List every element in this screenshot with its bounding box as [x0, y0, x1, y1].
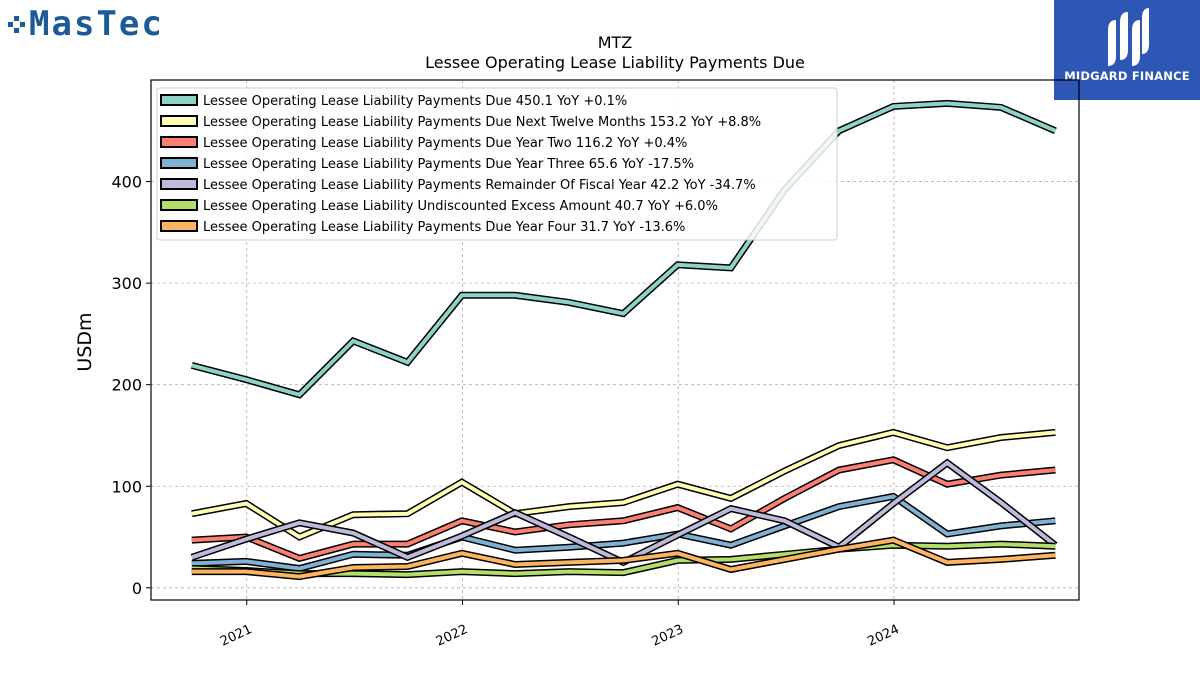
y-tick-label: 400: [111, 173, 142, 192]
series-stroke: [191, 457, 1056, 561]
chart-title: MTZ: [597, 33, 633, 52]
legend-label: Lessee Operating Lease Liability Payment…: [203, 178, 756, 193]
legend-label: Lessee Operating Lease Liability Payment…: [203, 220, 685, 235]
legend-swatch: [160, 136, 198, 148]
series-line-3: [191, 456, 1056, 563]
mastec-logo: MasTec: [8, 6, 164, 42]
series-layer: [190, 99, 1058, 581]
legend-swatch: [160, 94, 198, 106]
y-tick-label: 300: [111, 274, 142, 293]
legend-item: Lessee Operating Lease Liability Payment…: [160, 220, 685, 235]
legend: Lessee Operating Lease Liability Payment…: [156, 87, 838, 241]
chart-title-block: MTZ Lessee Operating Lease Liability Pay…: [0, 33, 1200, 73]
y-tick-label: 0: [132, 579, 142, 598]
legend-swatch: [160, 157, 198, 169]
midgard-m-icon: [1108, 8, 1149, 66]
y-tick-label: 200: [111, 376, 142, 395]
legend-item: Lessee Operating Lease Liability Payment…: [160, 94, 627, 109]
legend-label: Lessee Operating Lease Liability Payment…: [203, 115, 761, 130]
legend-label: Lessee Operating Lease Liability Payment…: [203, 157, 694, 172]
midgard-finance-logo: MIDGARD FINANCE: [1054, 0, 1200, 100]
x-tick-label: 2022: [434, 622, 470, 650]
chart-subtitle: Lessee Operating Lease Liability Payment…: [425, 53, 805, 72]
series-stroke: [191, 538, 1056, 579]
legend-swatch: [160, 220, 198, 232]
legend-swatch: [160, 115, 198, 127]
x-tick-label: 2024: [865, 622, 901, 650]
x-tick-label: 2023: [650, 622, 686, 650]
legend-item: Lessee Operating Lease Liability Payment…: [160, 136, 687, 151]
mastec-mark-icon: [8, 15, 25, 33]
legend-label: Lessee Operating Lease Liability Undisco…: [203, 199, 718, 214]
legend-label: Lessee Operating Lease Liability Payment…: [203, 94, 627, 109]
y-tick-label: 100: [111, 477, 142, 496]
legend-item: Lessee Operating Lease Liability Undisco…: [160, 199, 718, 214]
series-stroke: [191, 430, 1056, 540]
legend-box: [156, 87, 838, 241]
series-line-7: [191, 536, 1056, 581]
plot-frame: [150, 79, 1080, 601]
legend-item: Lessee Operating Lease Liability Payment…: [160, 178, 756, 193]
legend-item: Lessee Operating Lease Liability Payment…: [160, 157, 694, 172]
legend-label: Lessee Operating Lease Liability Payment…: [203, 136, 687, 151]
midgard-finance-logo-text: MIDGARD FINANCE: [1064, 69, 1190, 83]
legend-item: Lessee Operating Lease Liability Payment…: [160, 115, 761, 130]
series-line-2: [191, 428, 1056, 541]
series-stroke: [191, 101, 1057, 398]
legend-swatch: [160, 199, 198, 211]
x-tick-label: 2021: [218, 622, 254, 650]
series-line-4: [191, 492, 1056, 573]
legend-swatch: [160, 178, 198, 190]
series-line-1: [190, 99, 1057, 399]
series-stroke: [191, 494, 1056, 571]
axis-layer: 0 100 200 300 400 2021 2022 2023 2024: [111, 173, 901, 650]
y-axis-label: USDm: [74, 312, 96, 371]
mastec-logo-text: MasTec: [29, 4, 164, 44]
